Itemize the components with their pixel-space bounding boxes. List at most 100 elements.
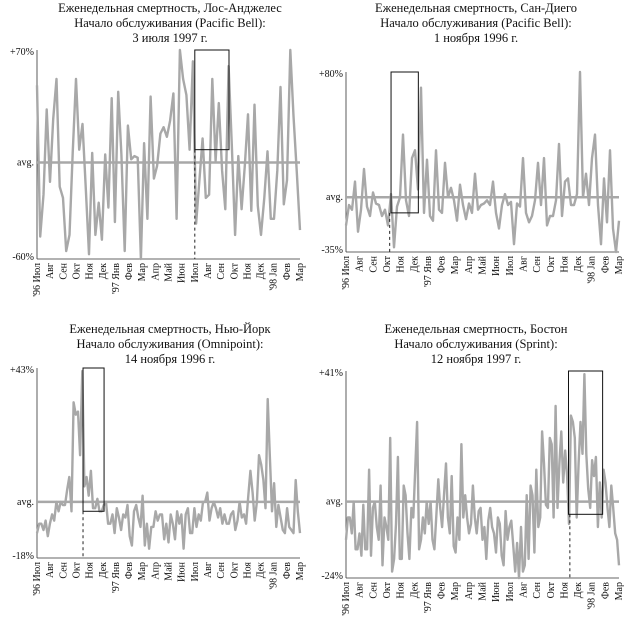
x-tick-label: Фев — [437, 582, 448, 599]
x-tick-label: Мар — [137, 263, 148, 281]
x-tick-label: Мар — [295, 263, 306, 281]
x-tick-label: Авг — [45, 263, 56, 279]
y-tick-label: -24% — [321, 571, 343, 582]
x-tick-label: Июн — [177, 561, 188, 582]
title-line-1: Еженедельная смертность, Сан-Диего — [374, 1, 578, 15]
mortality-series-line — [35, 369, 302, 550]
highlight-box — [567, 370, 604, 515]
x-tick-label: Дек — [256, 562, 267, 578]
x-tick-label: Фев — [600, 582, 611, 599]
x-tick-label: '96 Июл — [32, 263, 43, 297]
x-tick-label: '98 Jan — [587, 256, 598, 284]
x-tick-label: '96 Июл — [341, 582, 352, 616]
x-tick-label: Ноя — [242, 562, 253, 579]
x-tick-label: Дек — [98, 562, 109, 578]
y-tick-label: +41% — [319, 368, 343, 379]
title-line-3: 14 ноября 1996 г. — [124, 352, 216, 366]
x-tick-label: Ноя — [396, 582, 407, 599]
title-line-3: 3 июля 1997 г. — [132, 31, 208, 45]
x-tick-label: Май — [164, 561, 175, 580]
y-tick-label: -60% — [12, 252, 34, 263]
x-tick-label: Апр — [464, 256, 475, 274]
x-tick-label: Окт — [229, 561, 240, 578]
x-tick-label: Фев — [282, 562, 293, 579]
x-tick-label: Авг — [355, 582, 366, 598]
title-line-3: 1 ноября 1996 г. — [433, 31, 519, 45]
x-tick-label: Дек — [256, 263, 267, 279]
x-tick-label: Мар — [295, 562, 306, 580]
title-line-1: Еженедельная смертность, Нью-Йорк — [69, 322, 271, 336]
chart-title: Еженедельная смертность, Бостон Начало о… — [336, 322, 616, 367]
title-line-1: Еженедельная смертность, Бостон — [384, 322, 568, 336]
x-tick-label: Фев — [600, 256, 611, 273]
highlight-box — [390, 71, 419, 214]
title-line-2: Начало обслуживания (Omnipoint): — [76, 337, 264, 351]
x-tick-label: Дек — [98, 263, 109, 279]
chart-title: Еженедельная смертность, Нью-Йорк Начало… — [30, 322, 310, 367]
x-tick-label: Сен — [368, 255, 379, 272]
x-tick-label: Мар — [450, 256, 461, 274]
chart-new-york: +43%avg.-18%'96 Июл Авг Сен Окт Ноя Дек '97 Ян… — [10, 365, 306, 596]
x-tick-label: Сен — [532, 255, 543, 272]
y-tick-label: avg. — [17, 497, 34, 508]
x-tick-label: Ноя — [559, 256, 570, 273]
x-tick-label: '98 Jan — [587, 582, 598, 610]
y-tick-label: avg. — [326, 192, 343, 203]
x-tick-label: Ноя — [396, 256, 407, 273]
chart-los-angeles: +70%avg.-60%'96 Июл Авг Сен Окт Ноя Дек '97 Ян… — [10, 47, 306, 297]
x-tick-label: '97 Янв — [111, 562, 122, 593]
highlight-box — [194, 49, 230, 151]
x-tick-label: Июл — [190, 263, 201, 282]
x-tick-label: Дек — [409, 582, 420, 598]
y-tick-label: +43% — [10, 365, 34, 376]
title-line-2: Начало обслуживания (Pacific Bell): — [380, 16, 572, 30]
x-tick-label: Дек — [573, 256, 584, 272]
x-tick-label: '98 Jan — [269, 562, 280, 590]
x-tick-label: Авг — [518, 582, 529, 598]
x-tick-label: '97 Янв — [423, 582, 434, 613]
x-tick-label: Окт — [546, 255, 557, 272]
x-tick-label: Июн — [491, 255, 502, 276]
title-line-2: Начало обслуживания (Sprint): — [394, 337, 558, 351]
x-tick-label: Авг — [518, 256, 529, 272]
x-tick-label: Окт — [382, 581, 393, 598]
x-tick-label: Авг — [203, 263, 214, 279]
x-tick-label: Мар — [614, 582, 624, 600]
x-tick-label: Фев — [124, 263, 135, 280]
x-tick-label: Сен — [368, 581, 379, 598]
y-tick-label: +70% — [10, 47, 34, 58]
x-tick-label: Окт — [71, 262, 82, 279]
x-tick-label: Ноя — [85, 263, 96, 280]
x-tick-label: '97 Янв — [111, 263, 122, 294]
mortality-series-line — [344, 373, 621, 580]
x-tick-label: Окт — [229, 262, 240, 279]
x-tick-label: Май — [478, 581, 489, 600]
x-tick-label: Мар — [450, 582, 461, 600]
x-tick-label: Сен — [58, 561, 69, 578]
x-tick-label: Авг — [355, 256, 366, 272]
y-tick-label: -35% — [321, 245, 343, 256]
x-tick-label: Май — [478, 255, 489, 274]
mortality-series-line — [35, 48, 302, 261]
highlight-box — [82, 367, 105, 512]
x-tick-label: Сен — [532, 581, 543, 598]
x-tick-label: '98 Jan — [269, 263, 280, 291]
x-tick-label: Апр — [150, 263, 161, 281]
x-tick-label: Ноя — [242, 263, 253, 280]
x-tick-label: Ноя — [85, 562, 96, 579]
x-tick-label: '96 Июл — [32, 562, 43, 596]
x-tick-label: Ноя — [559, 582, 570, 599]
x-tick-label: Окт — [71, 561, 82, 578]
x-tick-label: Окт — [382, 255, 393, 272]
x-tick-label: Апр — [150, 562, 161, 580]
x-tick-label: Сен — [216, 262, 227, 279]
x-tick-label: '96 Июл — [341, 256, 352, 290]
title-line-2: Начало обслуживания (Pacific Bell): — [74, 16, 266, 30]
chart-title: Еженедельная смертность, Сан-Диего Начал… — [336, 1, 616, 46]
x-tick-label: Дек — [573, 582, 584, 598]
x-tick-label: Июн — [491, 581, 502, 602]
y-tick-label: avg. — [17, 158, 34, 169]
x-tick-label: Июл — [505, 582, 516, 601]
x-tick-label: Сен — [216, 561, 227, 578]
